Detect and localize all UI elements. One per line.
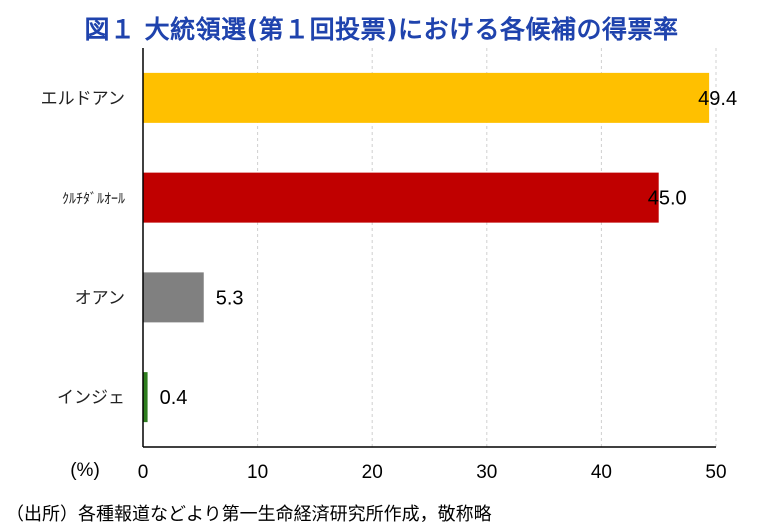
category-label: ｸﾙﾁﾀﾞﾙｵｰﾙ [62,192,125,208]
chart-title: 図１ 大統領選(第１回投票)における各候補の得票率 [84,15,679,44]
bar [143,172,659,223]
value-label: 45.0 [648,188,687,210]
value-label: 5.3 [216,287,244,309]
axes [142,48,716,448]
bar [143,72,710,123]
x-tick-label: 30 [476,462,497,483]
category-label: オアン [75,288,125,308]
x-axis-unit-label: (%) [70,460,100,481]
x-tick-label: 50 [705,462,726,483]
bars [143,72,710,423]
x-tick-label: 10 [247,462,268,483]
x-tick-label: 20 [362,462,383,483]
bar [143,372,148,423]
category-label: インジェ [57,388,125,408]
value-label: 0.4 [160,387,188,409]
x-tick-label: 40 [591,462,612,483]
labels: エルドアン 49.4 ｸﾙﾁﾀﾞﾙｵｰﾙ 45.0 オアン 5.3 インジェ 0.4 0 10 20… [41,88,737,483]
x-tick-label: 0 [138,462,149,483]
value-label: 49.4 [698,88,737,110]
bar [143,272,204,323]
category-label: エルドアン [41,89,125,109]
source-note: （出所）各種報道などより第一生命経済研究所作成，敬称略 [6,504,492,525]
